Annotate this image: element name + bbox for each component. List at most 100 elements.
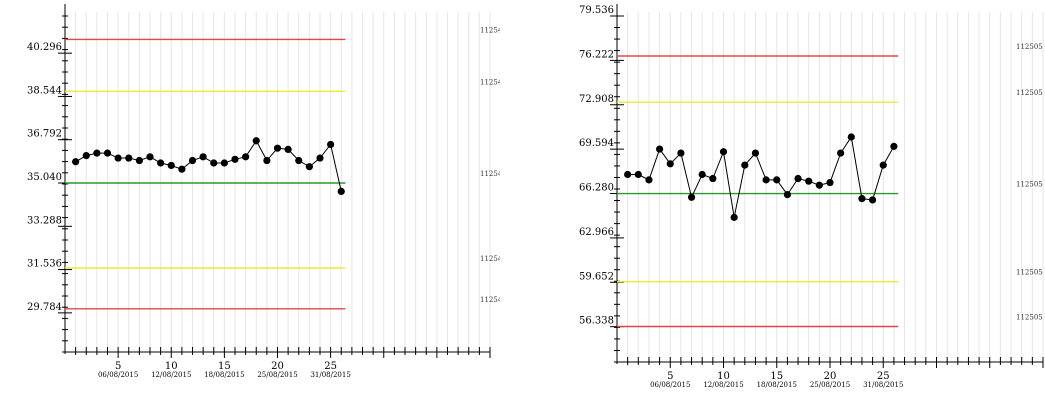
reference-line-label: 112505 M [1016, 181, 1045, 189]
y-tick-label: 72.908 [579, 94, 614, 105]
x-tick-date-label: 12/08/2015 [703, 381, 743, 389]
data-point [730, 213, 738, 221]
data-point [178, 165, 186, 173]
x-tick-date-label: 06/08/2015 [98, 371, 138, 379]
data-point [327, 140, 335, 149]
data-point [135, 156, 143, 165]
data-point [210, 159, 218, 167]
x-tick-date-label: 18/08/2015 [204, 371, 244, 379]
data-point [709, 174, 717, 183]
data-point [634, 170, 642, 179]
data-point [762, 176, 770, 184]
data-point [751, 149, 760, 157]
reference-line-label: 112505 + [1016, 43, 1045, 51]
x-tick-label: 20 [271, 361, 284, 372]
data-point [284, 145, 292, 154]
x-tick-label: 5 [115, 361, 121, 372]
data-point [645, 176, 653, 184]
reference-line-label: 112505 + [1016, 89, 1045, 97]
data-point [890, 142, 898, 150]
data-point [869, 196, 877, 204]
data-point [93, 149, 101, 157]
control-chart-2: 56.338 59.652 62.966 66.280 69.594 72.908 76.2… [579, 4, 1045, 389]
x-tick-label: 25 [877, 371, 890, 382]
reference-line-label: 112505 -: [1016, 269, 1045, 277]
data-point [698, 170, 706, 179]
y-tick-label: 35.040 [27, 172, 62, 183]
data-point [666, 160, 674, 168]
data-point [82, 151, 90, 160]
data-point [815, 181, 823, 189]
series-line [75, 139, 342, 192]
data-point [103, 149, 112, 157]
data-point [231, 155, 239, 163]
data-point [295, 156, 303, 165]
x-tick-label: 10 [165, 361, 178, 372]
y-tick-label: 59.652 [579, 271, 614, 282]
data-point [220, 159, 228, 167]
data-point [114, 154, 122, 162]
data-point [677, 149, 685, 157]
data-point [337, 187, 345, 196]
x-tick-date-label: 31/08/2015 [310, 371, 350, 379]
data-point [188, 156, 197, 165]
x-tick-date-label: 18/08/2015 [757, 381, 797, 389]
data-point [826, 178, 834, 187]
data-point [719, 148, 728, 156]
y-tick-label: 66.280 [579, 183, 614, 194]
data-point [879, 161, 887, 169]
reference-line-label: 112505 -: [1016, 314, 1045, 322]
x-tick-label: 20 [824, 371, 837, 382]
data-point [741, 161, 749, 169]
data-point [167, 161, 175, 170]
x-tick-label: 15 [770, 371, 783, 382]
reference-line-label: 112543 MT [480, 170, 500, 178]
data-point [242, 153, 250, 161]
x-tick-date-label: 25/08/2015 [810, 381, 850, 389]
data-point [305, 163, 313, 171]
data-point [316, 154, 324, 162]
series-line [627, 135, 895, 218]
x-tick-date-label: 31/08/2015 [863, 381, 903, 389]
y-tick-label: 31.536 [27, 259, 62, 270]
x-tick-label: 10 [717, 371, 730, 382]
y-tick-label: 36.792 [27, 129, 62, 140]
data-point [199, 153, 207, 161]
y-tick-label: 40.296 [27, 42, 62, 53]
y-tick-label: 56.338 [579, 316, 614, 327]
data-point [794, 174, 802, 183]
reference-line-label: 112543 -3S [480, 296, 500, 304]
y-tick-label: 79.536 [579, 5, 614, 16]
y-tick-label: 29.784 [27, 302, 62, 313]
y-tick-label: 38.544 [27, 85, 62, 96]
data-point [252, 137, 260, 145]
data-point [773, 176, 781, 184]
data-point [624, 170, 632, 179]
reference-line-label: 112543 +3S [480, 26, 500, 34]
data-point [263, 156, 271, 165]
x-tick-label: 25 [324, 361, 337, 372]
control-chart-1: 29.784 31.536 33.288 35.040 36.792 38.544 40.2… [27, 4, 500, 379]
y-tick-label: 76.222 [579, 49, 614, 60]
data-point [783, 190, 791, 199]
reference-line-label: 112543 -2S [480, 255, 500, 263]
data-point [847, 133, 855, 141]
y-tick-label: 69.594 [579, 138, 614, 149]
x-tick-label: 5 [667, 371, 673, 382]
x-tick-date-label: 12/08/2015 [151, 371, 191, 379]
data-point [687, 193, 696, 201]
data-point [273, 144, 282, 152]
data-point [656, 145, 664, 153]
y-tick-label: 62.966 [579, 227, 614, 238]
x-tick-date-label: 06/08/2015 [650, 381, 690, 389]
y-tick-label: 33.288 [27, 215, 62, 226]
data-point [72, 158, 80, 166]
data-point [858, 195, 866, 203]
reference-line-label: 112543 +2S [480, 78, 500, 86]
data-point [146, 153, 154, 161]
x-tick-date-label: 25/08/2015 [257, 371, 297, 379]
data-point [157, 159, 165, 167]
data-point [805, 177, 813, 185]
data-point [125, 154, 133, 162]
data-point [837, 149, 845, 157]
